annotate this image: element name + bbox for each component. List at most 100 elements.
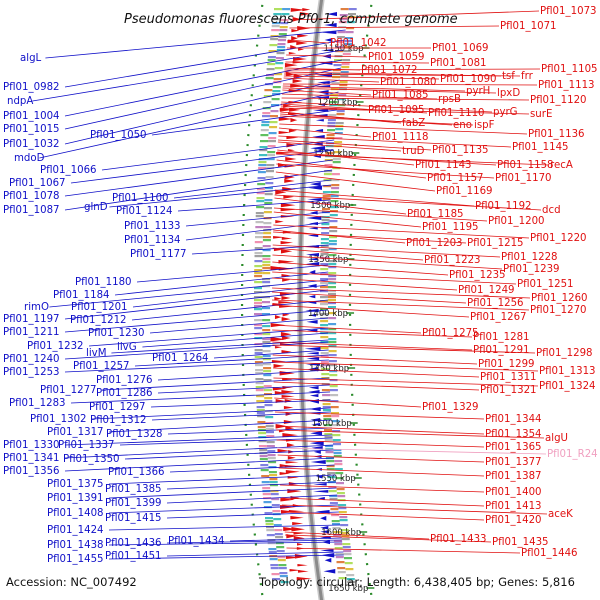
reverse-gene-arrow xyxy=(291,36,298,41)
cog-block xyxy=(341,532,350,535)
gene-label-right: Pfl01_1298 xyxy=(536,348,593,359)
reverse-gene-arrow xyxy=(286,443,295,448)
cog-block xyxy=(262,267,271,270)
gene-label-right: Pfl01_1344 xyxy=(485,414,542,425)
gene-label-right: Pfl01_1059 xyxy=(368,52,425,63)
gene-label-left: Pfl01_1078 xyxy=(3,191,60,202)
cog-block xyxy=(263,374,272,377)
cog-block xyxy=(268,140,276,143)
left-label-leader xyxy=(101,377,330,391)
cog-block xyxy=(263,236,271,239)
right-label-leader xyxy=(284,67,361,71)
cog-block xyxy=(256,412,265,415)
gene-label-left: Pfl01_0982 xyxy=(3,82,60,93)
cog-block xyxy=(328,296,336,299)
cog-block xyxy=(342,543,351,546)
gene-label-left: Pfl01_1277 xyxy=(40,385,97,396)
cog-block xyxy=(271,25,280,28)
right-label-leader xyxy=(273,211,422,228)
right-label-leader xyxy=(281,101,493,113)
forward-gene-arrow xyxy=(311,423,321,426)
cog-block xyxy=(267,59,276,62)
left-label-leader xyxy=(124,449,334,460)
gene-label-left: Pfl01_1212 xyxy=(70,315,127,326)
forward-gene-arrow xyxy=(308,314,317,317)
cog-block xyxy=(266,529,275,532)
reverse-gene-arrow xyxy=(298,48,305,51)
cog-block xyxy=(268,551,277,554)
cog-block xyxy=(262,307,270,310)
left-label-leader xyxy=(70,391,331,404)
right-label-leader xyxy=(286,547,521,554)
cog-block xyxy=(340,524,349,527)
cog-block xyxy=(263,367,272,370)
gene-label-left: Pfl01_1240 xyxy=(3,354,60,365)
cog-block xyxy=(322,195,331,198)
kbp-tick-label: 1150 kbp xyxy=(324,44,364,54)
reverse-gene-arrow xyxy=(274,315,282,320)
accession-text: Accession: NC_007492 xyxy=(6,575,137,589)
reverse-gene-arrow xyxy=(297,34,309,38)
right-label-leader xyxy=(279,115,474,126)
cog-block xyxy=(324,429,332,432)
forward-gene-arrow xyxy=(307,258,318,261)
cog-block xyxy=(328,282,337,285)
forward-gene-arrow xyxy=(309,441,324,446)
gene-label-right: Pfl01_1420 xyxy=(485,515,542,526)
forward-gene-arrow xyxy=(313,483,327,486)
gene-label-left: Pfl01_1408 xyxy=(47,508,104,519)
cog-block xyxy=(277,556,286,559)
cog-block xyxy=(267,56,276,59)
right-label-leader xyxy=(280,484,485,493)
cog-block xyxy=(342,59,351,62)
left-label-leader xyxy=(167,427,332,435)
cog-block xyxy=(258,436,267,439)
forward-gene-arrow xyxy=(306,320,318,324)
cog-block xyxy=(278,33,287,36)
reverse-gene-arrow xyxy=(288,129,297,133)
right-label-leader xyxy=(278,467,485,477)
cog-block xyxy=(346,574,355,577)
left-label-leader xyxy=(70,149,334,184)
cog-block xyxy=(341,66,350,69)
cog-block xyxy=(269,121,278,124)
cog-block xyxy=(320,328,329,331)
cog-block xyxy=(337,567,346,570)
right-label-leader xyxy=(275,171,436,192)
cog-block xyxy=(335,122,344,125)
gene-label-left: Pfl01_1341 xyxy=(3,453,60,464)
cog-block xyxy=(265,517,273,520)
reverse-gene-arrow xyxy=(296,577,312,581)
gene-label-right: Pfl01_1267 xyxy=(470,312,527,323)
cog-block xyxy=(330,191,339,194)
left-label-leader xyxy=(108,554,344,560)
cog-block xyxy=(265,77,274,80)
cog-block xyxy=(260,134,269,137)
cog-block xyxy=(268,548,277,551)
reverse-gene-arrow xyxy=(296,543,304,546)
cog-block xyxy=(321,389,330,392)
cog-block xyxy=(326,465,335,468)
cog-block xyxy=(254,333,263,336)
cog-block xyxy=(330,508,339,511)
gene-label-left: Pfl01_1067 xyxy=(9,178,66,189)
right-label-leader xyxy=(274,411,485,420)
right-label-leader xyxy=(276,163,495,179)
cog-block xyxy=(321,227,330,230)
cog-block xyxy=(264,397,273,400)
cog-block xyxy=(270,493,279,496)
cog-block xyxy=(254,255,263,258)
cog-block xyxy=(254,260,263,263)
cog-block xyxy=(344,562,353,565)
gene-label-right: Pfl01_1081 xyxy=(430,58,487,69)
cog-block xyxy=(336,488,345,491)
cog-block xyxy=(330,210,338,213)
cog-block xyxy=(259,455,268,458)
cog-block xyxy=(328,302,336,305)
right-label-leader xyxy=(287,39,330,44)
cog-block xyxy=(255,386,264,389)
cog-block xyxy=(331,184,340,187)
gene-label-left: Pfl01_1317 xyxy=(47,427,104,438)
reverse-gene-arrow xyxy=(284,63,298,68)
reverse-gene-arrow xyxy=(287,149,295,152)
